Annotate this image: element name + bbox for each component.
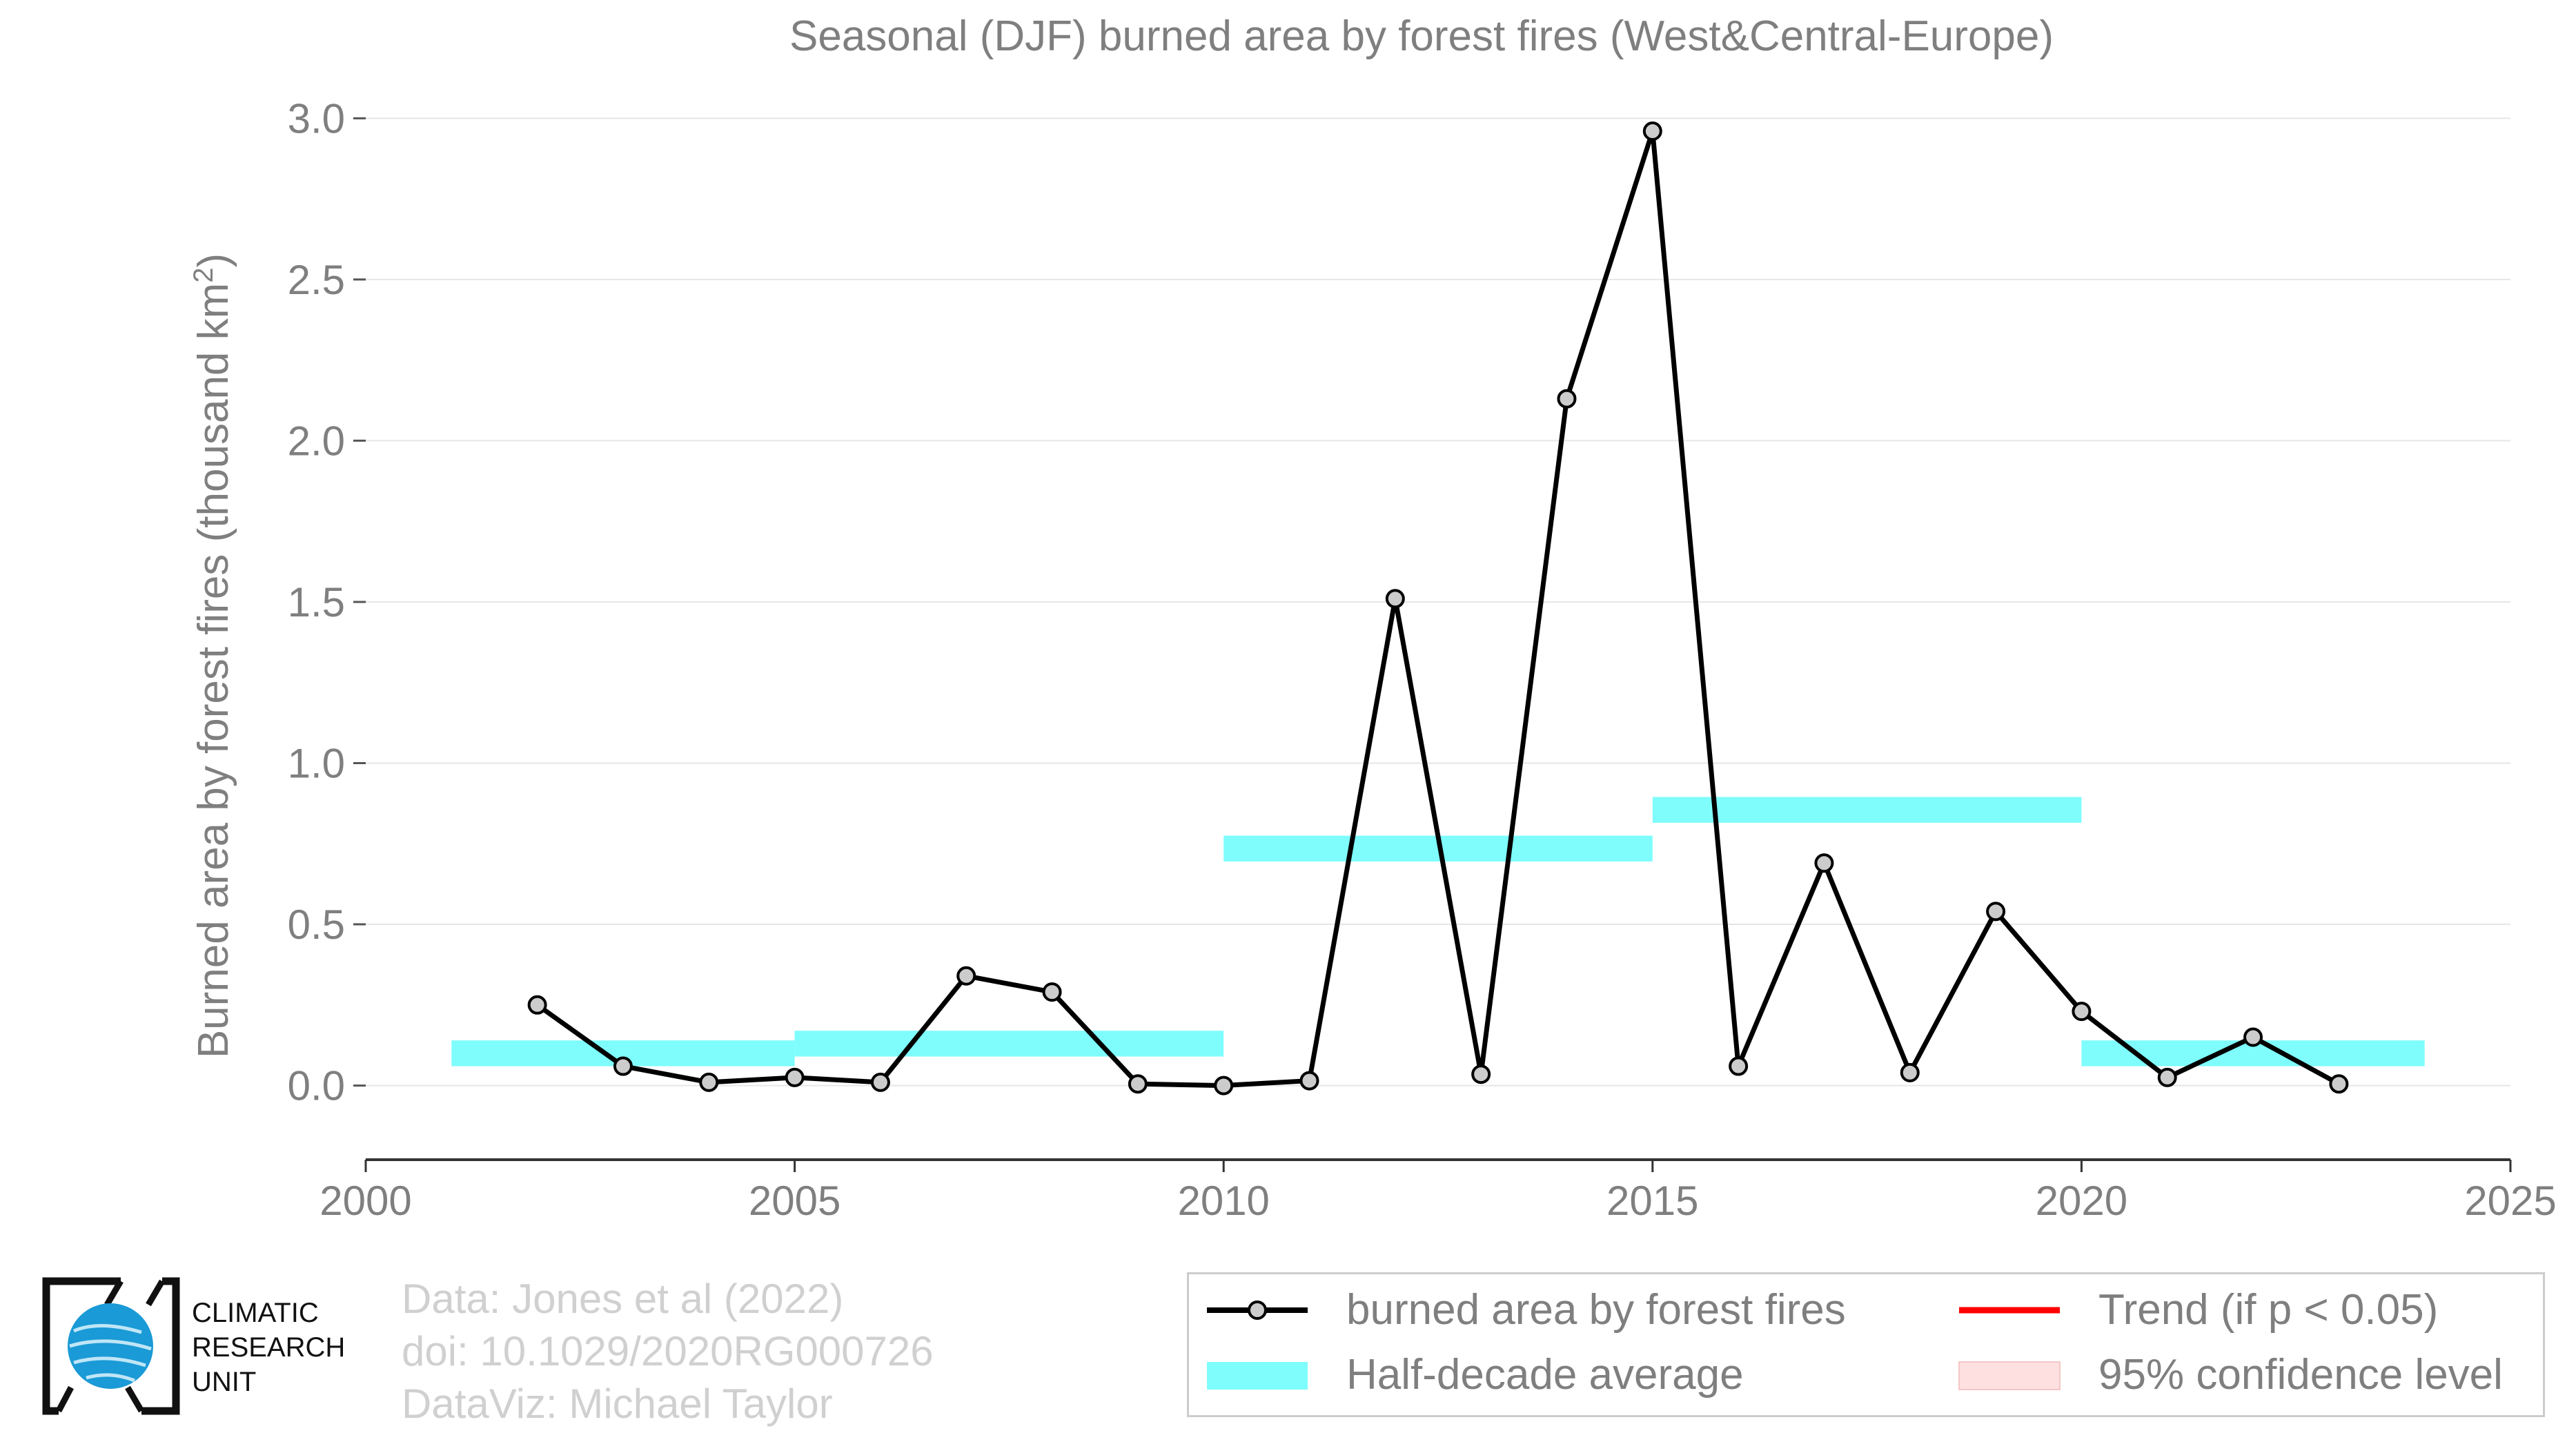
data-point xyxy=(1299,1071,1319,1091)
data-point xyxy=(1729,1056,1749,1076)
y-tick-label: 1.5 xyxy=(288,579,345,625)
half-decade-bar xyxy=(794,1031,1224,1057)
data-point xyxy=(785,1067,805,1087)
credit-data-source: Data: Jones et al (2022) xyxy=(402,1276,844,1322)
legend-item-burned-area: burned area by forest fires xyxy=(1206,1285,1846,1334)
credit-doi: doi: 10.1029/2020RG000726 xyxy=(402,1328,934,1374)
legend-confidence-swatch xyxy=(1958,1361,2061,1390)
chart-title: Seasonal (DJF) burned area by forest fir… xyxy=(789,12,2054,60)
legend-band-swatch xyxy=(1207,1361,1308,1390)
data-point xyxy=(699,1072,719,1092)
y-tick-label: 0.0 xyxy=(288,1063,345,1109)
legend-label-burned-area: burned area by forest fires xyxy=(1346,1286,1846,1334)
grid xyxy=(366,117,2510,1087)
data-point xyxy=(2243,1027,2263,1047)
globe-icon xyxy=(68,1303,153,1389)
y-axis-label: Burned area by forest fires (thousand km… xyxy=(188,253,237,1058)
logo-line-2: RESEARCH xyxy=(192,1332,346,1363)
y-axis-label-main: Burned area by forest fires (thousand km xyxy=(190,283,237,1058)
data-point xyxy=(1557,389,1577,409)
x-tick-label: 2020 xyxy=(2036,1178,2127,1224)
data-point xyxy=(1814,853,1834,873)
x-tick-label: 2025 xyxy=(2464,1178,2556,1224)
data-point xyxy=(1128,1074,1148,1094)
legend-item-half-decade: Half-decade average xyxy=(1206,1350,1744,1399)
data-point xyxy=(1471,1064,1491,1084)
data-point xyxy=(870,1072,890,1092)
data-point xyxy=(527,995,547,1015)
x-tick-label: 2000 xyxy=(319,1178,411,1224)
data-point xyxy=(2072,1002,2092,1022)
logo-line-1: CLIMATIC xyxy=(192,1298,319,1328)
data-point xyxy=(1214,1075,1234,1095)
data-point xyxy=(1385,589,1405,609)
cru-logo xyxy=(38,1277,183,1415)
legend-trend-swatch xyxy=(1959,1307,2060,1313)
y-tick-label: 0.5 xyxy=(288,902,345,948)
data-point xyxy=(2157,1067,2177,1087)
y-tick-label: 2.5 xyxy=(288,257,345,303)
credit-dataviz: DataViz: Michael Taylor xyxy=(402,1381,833,1427)
data-point xyxy=(1642,121,1662,142)
logo-line-3: UNIT xyxy=(192,1367,257,1397)
data-point xyxy=(2329,1074,2349,1094)
series-line xyxy=(535,128,2341,1089)
y-tick-label: 2.0 xyxy=(288,418,345,464)
data-point xyxy=(956,966,976,986)
legend-item-trend: Trend (if p < 0.05) xyxy=(1958,1285,2438,1334)
legend-line-marker-swatch xyxy=(1207,1300,1308,1320)
cru-logo-text: CLIMATIC RESEARCH UNIT xyxy=(192,1296,345,1399)
y-tick-label: 3.0 xyxy=(288,95,345,142)
legend-label-trend: Trend (if p < 0.05) xyxy=(2098,1286,2439,1334)
data-point xyxy=(613,1056,633,1076)
half-decade-bands xyxy=(451,797,2425,1067)
y-axis-label-superscript: 2 xyxy=(188,267,219,282)
data-point xyxy=(1986,902,2006,922)
legend: burned area by forest fires Trend (if p … xyxy=(1187,1272,2545,1417)
y-tick-label: 1.0 xyxy=(288,741,345,787)
x-tick-label: 2005 xyxy=(749,1178,840,1224)
x-tick-label: 2010 xyxy=(1177,1178,1269,1224)
data-point xyxy=(1900,1062,1920,1082)
y-axis-label-close: ) xyxy=(190,253,237,268)
data-point xyxy=(1042,982,1062,1002)
legend-item-confidence: 95% confidence level xyxy=(1958,1350,2503,1399)
axes: 0.0 0.5 1.0 1.5 2.0 2.5 3.0 2000 2005 2010 2015 202… xyxy=(288,95,2557,1224)
x-tick-label: 2015 xyxy=(1606,1178,1698,1224)
legend-label-confidence: 95% confidence level xyxy=(2098,1351,2503,1399)
half-decade-bar xyxy=(1652,797,2082,823)
legend-label-half-decade: Half-decade average xyxy=(1346,1351,1744,1399)
data-series xyxy=(527,121,2349,1095)
